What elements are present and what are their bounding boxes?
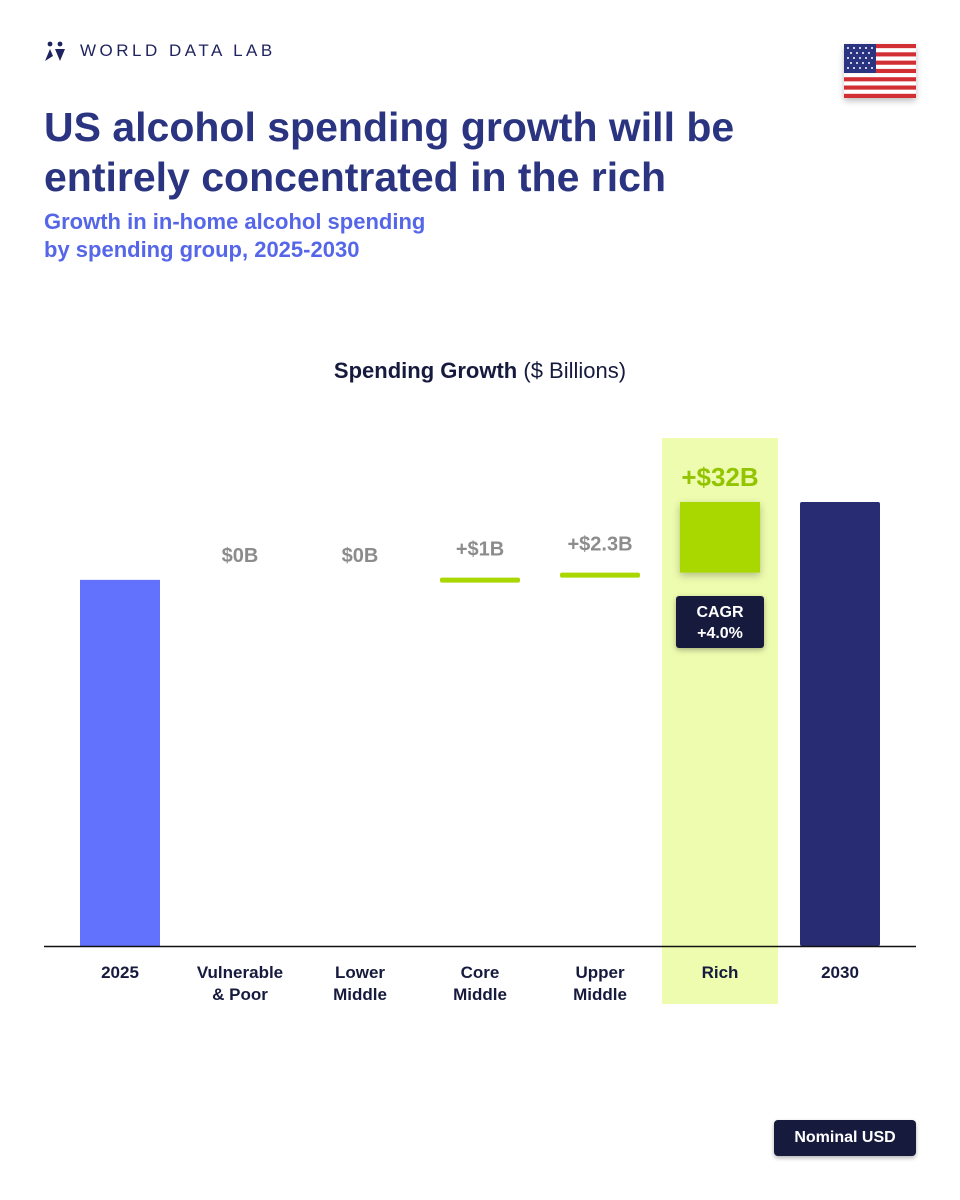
- category-label-upper-middle: Middle: [573, 985, 627, 1004]
- bar-2025: [80, 579, 160, 946]
- cagr-annotation-value: +4.0%: [697, 625, 743, 642]
- category-label-core-middle: Core: [461, 963, 500, 982]
- chart-heading-unit: ($ Billions): [523, 358, 627, 383]
- page-title: US alcohol spending growth will be entir…: [44, 104, 735, 200]
- category-label-upper-middle: Upper: [575, 963, 625, 982]
- category-label-core-middle: Middle: [453, 985, 507, 1004]
- bar-2030: [800, 502, 880, 946]
- chart-heading-bold: Spending Growth: [333, 358, 518, 383]
- value-label-rich: +$32B: [681, 462, 758, 492]
- category-label-lower-middle: Lower: [335, 963, 385, 982]
- category-label-vulnerable-poor: & Poor: [212, 985, 268, 1004]
- value-label-lower-middle: $0B: [342, 545, 379, 567]
- us-flag-icon: [844, 44, 916, 98]
- nominal-usd-badge: Nominal USD: [774, 1120, 916, 1156]
- cagr-annotation-box: [676, 596, 764, 648]
- chart-heading: Spending Growth ($ Billions): [0, 358, 960, 384]
- increase-bar-core-middle: [440, 577, 520, 583]
- value-label-vulnerable-poor: $0B: [222, 545, 259, 567]
- category-label-2030: 2030: [821, 963, 859, 982]
- category-label-lower-middle: Middle: [333, 985, 387, 1004]
- world-data-lab-logo-icon: [45, 41, 65, 61]
- value-label-upper-middle: +$2.3B: [567, 534, 632, 556]
- subtitle-line-1: Growth in in-home alcohol spending: [44, 209, 426, 234]
- category-label-rich: Rich: [702, 963, 739, 982]
- category-label-2025: 2025: [101, 963, 139, 982]
- category-label-vulnerable-poor: Vulnerable: [197, 963, 283, 982]
- increase-bar-rich: [680, 502, 760, 573]
- brand: WORLD DATA LAB: [44, 40, 276, 62]
- page-subtitle: Growth in in-home alcohol spending by sp…: [44, 208, 744, 264]
- value-label-core-middle: +$1B: [456, 539, 504, 561]
- cagr-annotation-label: CAGR: [696, 604, 744, 621]
- increase-bar-upper-middle: [560, 572, 640, 578]
- subtitle-line-2: by spending group, 2025-2030: [44, 237, 360, 262]
- brand-name: WORLD DATA LAB: [80, 41, 276, 60]
